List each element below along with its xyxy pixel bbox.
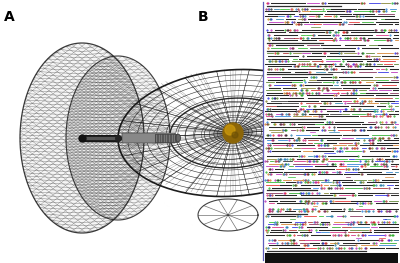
Text: A: A (4, 10, 15, 24)
FancyBboxPatch shape (122, 133, 175, 143)
Polygon shape (20, 43, 144, 233)
Polygon shape (66, 56, 170, 220)
Bar (265, 253, 398, 263)
Circle shape (232, 132, 238, 138)
Bar (263, 0, 400, 263)
Circle shape (225, 125, 235, 135)
Text: B: B (198, 10, 209, 24)
Circle shape (223, 123, 243, 143)
Ellipse shape (176, 134, 180, 142)
Bar (155, 134, 178, 142)
